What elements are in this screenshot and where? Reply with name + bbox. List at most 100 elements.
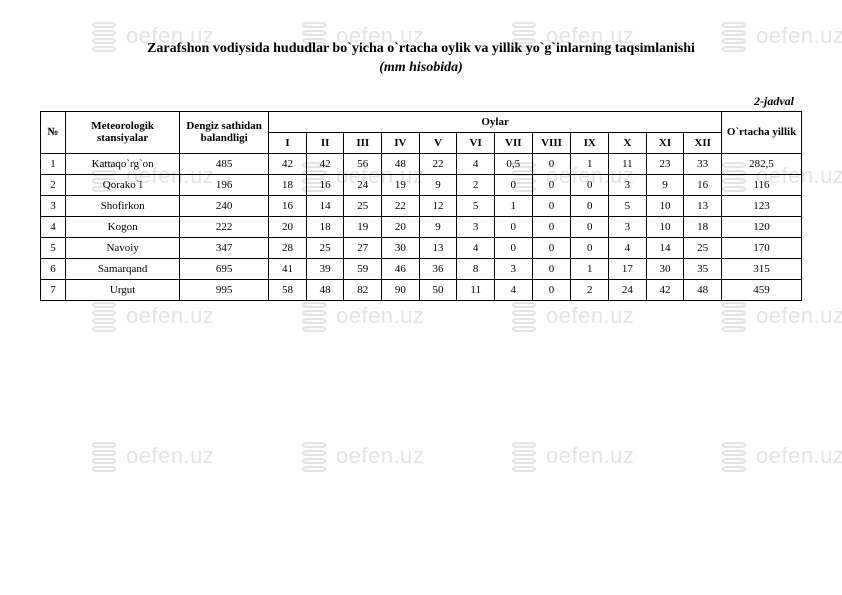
- cell-month: 48: [306, 279, 344, 300]
- cell-month: 0: [532, 195, 571, 216]
- cell-elevation: 995: [180, 279, 269, 300]
- cell-month: 0: [532, 174, 571, 195]
- cell-month: 2: [571, 279, 609, 300]
- cell-month: 10: [646, 216, 684, 237]
- col-month: IV: [382, 132, 420, 153]
- cell-month: 30: [382, 237, 420, 258]
- cell-station: Qorako`l: [66, 174, 180, 195]
- cell-month: 4: [609, 237, 647, 258]
- cell-station: Samarqand: [66, 258, 180, 279]
- cell-month: 59: [344, 258, 382, 279]
- cell-month: 9: [646, 174, 684, 195]
- table-row: 2Qorako`l19618162419920003916116: [41, 174, 802, 195]
- cell-month: 42: [646, 279, 684, 300]
- cell-month: 18: [269, 174, 307, 195]
- cell-month: 0: [532, 216, 571, 237]
- cell-month: 9: [419, 174, 457, 195]
- cell-month: 0: [494, 237, 532, 258]
- cell-month: 3: [609, 216, 647, 237]
- cell-average: 116: [722, 174, 802, 195]
- col-month: VI: [457, 132, 495, 153]
- cell-month: 48: [382, 153, 420, 174]
- col-month: XI: [646, 132, 684, 153]
- table-number-label: 2-jadval: [40, 94, 794, 109]
- cell-month: 12: [419, 195, 457, 216]
- cell-month: 41: [269, 258, 307, 279]
- cell-station: Navoiy: [66, 237, 180, 258]
- cell-month: 2: [457, 174, 495, 195]
- cell-month: 82: [344, 279, 382, 300]
- col-month: VII: [494, 132, 532, 153]
- cell-month: 1: [571, 153, 609, 174]
- table-header: № Meteorologik stansiyalar Dengiz sathid…: [41, 111, 802, 153]
- cell-month: 11: [609, 153, 647, 174]
- cell-elevation: 196: [180, 174, 269, 195]
- cell-month: 16: [684, 174, 722, 195]
- cell-month: 23: [646, 153, 684, 174]
- cell-month: 1: [494, 195, 532, 216]
- col-month: X: [609, 132, 647, 153]
- cell-month: 0: [494, 174, 532, 195]
- cell-number: 6: [41, 258, 66, 279]
- cell-month: 20: [382, 216, 420, 237]
- cell-month: 50: [419, 279, 457, 300]
- cell-month: 19: [344, 216, 382, 237]
- cell-average: 315: [722, 258, 802, 279]
- cell-elevation: 347: [180, 237, 269, 258]
- cell-month: 36: [419, 258, 457, 279]
- table-row: 4Kogon222201819209300031018120: [41, 216, 802, 237]
- cell-month: 16: [269, 195, 307, 216]
- col-months-group: Oylar: [269, 111, 722, 132]
- page-title: Zarafshon vodiysida hududlar bo`yicha o`…: [61, 40, 781, 78]
- cell-month: 22: [382, 195, 420, 216]
- cell-number: 4: [41, 216, 66, 237]
- cell-month: 18: [684, 216, 722, 237]
- precipitation-table: № Meteorologik stansiyalar Dengiz sathid…: [40, 111, 802, 301]
- cell-month: 35: [684, 258, 722, 279]
- cell-station: Kattaqo`rg`on: [66, 153, 180, 174]
- cell-elevation: 695: [180, 258, 269, 279]
- cell-number: 2: [41, 174, 66, 195]
- cell-elevation: 240: [180, 195, 269, 216]
- cell-average: 282,5: [722, 153, 802, 174]
- cell-month: 39: [306, 258, 344, 279]
- col-elevation: Dengiz sathidan balandligi: [180, 111, 269, 153]
- col-month: IX: [571, 132, 609, 153]
- cell-month: 0: [571, 195, 609, 216]
- table-row: 7Urgut995584882905011402244248459: [41, 279, 802, 300]
- cell-month: 20: [269, 216, 307, 237]
- cell-elevation: 485: [180, 153, 269, 174]
- cell-month: 19: [382, 174, 420, 195]
- cell-month: 14: [306, 195, 344, 216]
- cell-month: 4: [494, 279, 532, 300]
- cell-month: 0: [571, 237, 609, 258]
- table-row: 6Samarqand69541395946368301173035315: [41, 258, 802, 279]
- cell-month: 48: [684, 279, 722, 300]
- title-line2: (mm hisobida): [379, 60, 463, 75]
- cell-month: 3: [457, 216, 495, 237]
- cell-month: 27: [344, 237, 382, 258]
- col-average: O`rtacha yillik: [722, 111, 802, 153]
- cell-average: 170: [722, 237, 802, 258]
- cell-month: 33: [684, 153, 722, 174]
- cell-month: 10: [646, 195, 684, 216]
- cell-station: Urgut: [66, 279, 180, 300]
- col-number: №: [41, 111, 66, 153]
- cell-month: 1: [571, 258, 609, 279]
- cell-month: 58: [269, 279, 307, 300]
- cell-month: 14: [646, 237, 684, 258]
- table-row: 5Navoiy3472825273013400041425170: [41, 237, 802, 258]
- cell-month: 4: [457, 153, 495, 174]
- cell-month: 0: [532, 237, 571, 258]
- cell-average: 459: [722, 279, 802, 300]
- cell-month: 0: [571, 174, 609, 195]
- cell-number: 1: [41, 153, 66, 174]
- col-month: V: [419, 132, 457, 153]
- cell-month: 13: [684, 195, 722, 216]
- cell-month: 5: [457, 195, 495, 216]
- cell-month: 3: [494, 258, 532, 279]
- cell-month: 0: [532, 153, 571, 174]
- table-row: 3Shofirkon2401614252212510051013123: [41, 195, 802, 216]
- cell-month: 90: [382, 279, 420, 300]
- cell-month: 5: [609, 195, 647, 216]
